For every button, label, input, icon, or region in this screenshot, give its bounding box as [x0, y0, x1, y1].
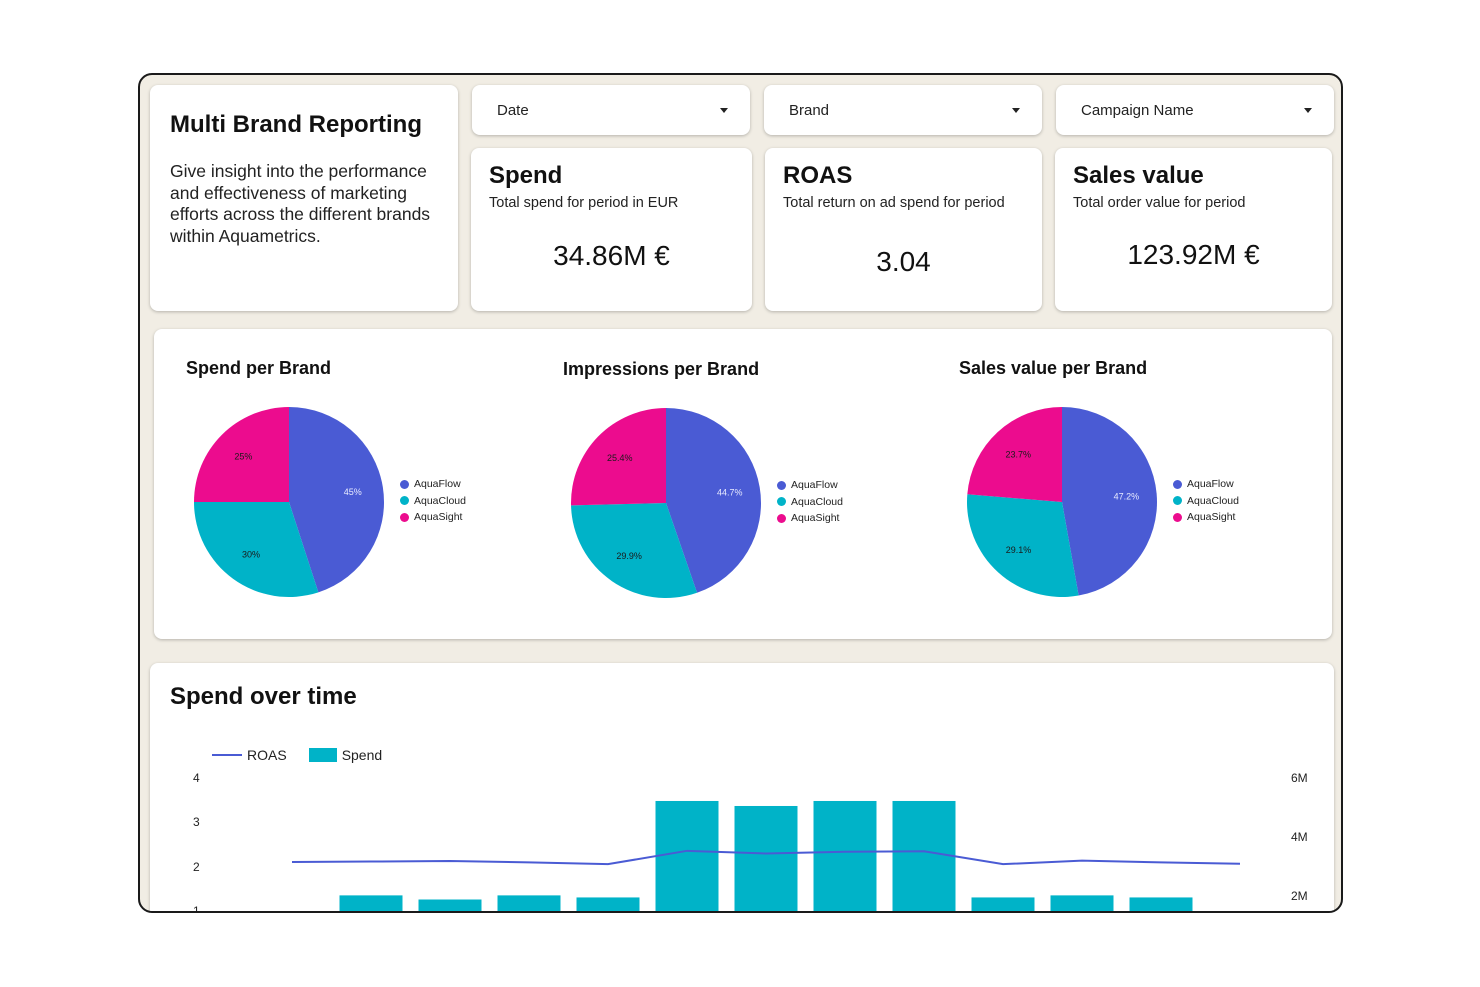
aquasight-slice[interactable] — [571, 408, 666, 506]
y-left-tick: 2 — [193, 860, 200, 874]
impressions-per-brand-pie: 44.7% 29.9% 25.4% — [571, 408, 762, 598]
aquaflow-dot-icon — [1173, 479, 1182, 489]
pie-legend: AquaFlow AquaCloud AquaSight — [400, 476, 466, 526]
spend-over-time-card: Spend over time ROAS Spend 4 3 2 1 6M 4M… — [150, 663, 1334, 913]
page-description: Give insight into the performance and ef… — [170, 161, 431, 246]
spend-bar[interactable] — [655, 800, 719, 913]
brand-filter-label: Brand — [789, 101, 830, 119]
kpi-subtitle: Total spend for period in EUR — [489, 195, 679, 211]
slice-label: 29.1% — [1006, 545, 1032, 555]
aquasight-dot-icon — [400, 512, 409, 522]
sales-value-per-brand-pie: 47.2% 29.1% 23.7% — [967, 407, 1158, 597]
kpi-title: Spend — [489, 162, 563, 189]
aquacloud-dot-icon — [400, 496, 409, 506]
slice-label: 30% — [242, 549, 260, 559]
kpi-title: Sales value — [1073, 162, 1204, 189]
spend-bar[interactable] — [734, 805, 798, 913]
legend-item-aquaflow: AquaFlow — [1173, 476, 1239, 493]
kpi-value: 123.92M € — [1127, 239, 1260, 270]
spend-bar[interactable] — [971, 897, 1035, 913]
spend-per-brand-pie: 45% 30% 25% — [194, 407, 385, 597]
slice-label: 45% — [344, 487, 362, 497]
spend-bar[interactable] — [1129, 897, 1193, 913]
aquacloud-slice[interactable] — [571, 503, 698, 598]
aquaflow-slice[interactable] — [666, 408, 762, 593]
spend-kpi-card: Spend Total spend for period in EUR 34.8… — [471, 148, 752, 311]
roas-kpi-card: ROAS Total return on ad spend for period… — [765, 148, 1042, 311]
chart-title: Sales value per Brand — [959, 358, 1148, 378]
spend-bar[interactable] — [497, 895, 561, 913]
slice-label: 44.7% — [717, 487, 743, 497]
roas-line[interactable] — [291, 849, 1241, 866]
aquaflow-dot-icon — [400, 479, 409, 489]
section-title: Spend over time — [170, 683, 357, 710]
spend-bar-icon — [308, 748, 337, 762]
aquasight-slice[interactable] — [194, 407, 289, 502]
brand-breakdown-card: Spend per Brand Impressions per Brand Sa… — [154, 329, 1332, 639]
legend-item-aquacloud: AquaCloud — [777, 494, 843, 511]
legend-spend-label: Spend — [341, 747, 383, 763]
slice-label: 29.9% — [616, 551, 642, 561]
aquasight-dot-icon — [777, 513, 786, 523]
spend-bar[interactable] — [1050, 895, 1114, 913]
chevron-down-icon — [1304, 107, 1312, 113]
dashboard-frame: Multi Brand Reporting Give insight into … — [138, 73, 1343, 913]
spend-bar[interactable] — [339, 895, 403, 913]
aquaflow-slice[interactable] — [1062, 407, 1158, 596]
page-title: Multi Brand Reporting — [170, 111, 422, 138]
spend-bar[interactable] — [813, 800, 877, 913]
legend-roas-label: ROAS — [247, 747, 287, 763]
slice-label: 25.4% — [607, 453, 633, 463]
spend-over-time-chart — [291, 800, 1241, 913]
spend-bar[interactable] — [892, 800, 956, 913]
legend-item-aquasight: AquaSight — [1173, 509, 1239, 526]
slice-label: 23.7% — [1005, 449, 1031, 459]
aquaflow-slice[interactable] — [289, 407, 385, 593]
aquaflow-dot-icon — [777, 480, 786, 490]
date-filter[interactable]: Date — [472, 85, 750, 135]
y-right-tick: 4M — [1291, 830, 1308, 844]
slice-label: 25% — [234, 451, 252, 461]
date-filter-label: Date — [497, 101, 529, 119]
legend-item-aquasight: AquaSight — [777, 510, 843, 527]
aquasight-dot-icon — [1173, 512, 1182, 522]
roas-line-icon — [212, 754, 242, 756]
pie-legend: AquaFlow AquaCloud AquaSight — [1173, 476, 1239, 526]
legend-item-aquaflow: AquaFlow — [777, 477, 843, 494]
y-left-tick: 4 — [193, 771, 200, 785]
chart-title: Spend per Brand — [186, 358, 332, 378]
y-left-tick: 1 — [193, 904, 200, 913]
brand-filter[interactable]: Brand — [764, 85, 1042, 135]
legend-item-aquasight: AquaSight — [400, 509, 466, 526]
y-left-tick: 3 — [193, 815, 200, 829]
kpi-subtitle: Total order value for period — [1073, 195, 1246, 211]
campaign-filter[interactable]: Campaign Name — [1056, 85, 1334, 135]
y-right-tick: 6M — [1291, 771, 1308, 785]
aquacloud-slice[interactable] — [194, 502, 319, 597]
aquasight-slice[interactable] — [967, 407, 1062, 502]
spend-bar[interactable] — [418, 899, 482, 913]
legend-item-aquaflow: AquaFlow — [400, 476, 466, 493]
pie-legend: AquaFlow AquaCloud AquaSight — [777, 477, 843, 527]
chart-title: Impressions per Brand — [563, 359, 760, 379]
intro-card: Multi Brand Reporting Give insight into … — [150, 85, 458, 311]
timeline-legend: ROAS Spend — [212, 747, 382, 763]
y-right-tick: 2M — [1291, 889, 1308, 903]
aquacloud-slice[interactable] — [967, 494, 1079, 597]
spend-bar[interactable] — [576, 897, 640, 913]
kpi-title: ROAS — [783, 162, 853, 189]
kpi-subtitle: Total return on ad spend for period — [783, 195, 1005, 211]
sales-kpi-card: Sales value Total order value for period… — [1055, 148, 1332, 311]
kpi-value: 3.04 — [876, 246, 931, 277]
aquacloud-dot-icon — [1173, 496, 1182, 506]
chevron-down-icon — [1012, 107, 1020, 113]
legend-item-aquacloud: AquaCloud — [400, 493, 466, 510]
slice-label: 47.2% — [1114, 491, 1140, 501]
kpi-value: 34.86M € — [553, 240, 670, 271]
campaign-filter-label: Campaign Name — [1081, 101, 1194, 119]
aquacloud-dot-icon — [777, 497, 786, 507]
legend-item-aquacloud: AquaCloud — [1173, 493, 1239, 510]
chevron-down-icon — [720, 107, 728, 113]
